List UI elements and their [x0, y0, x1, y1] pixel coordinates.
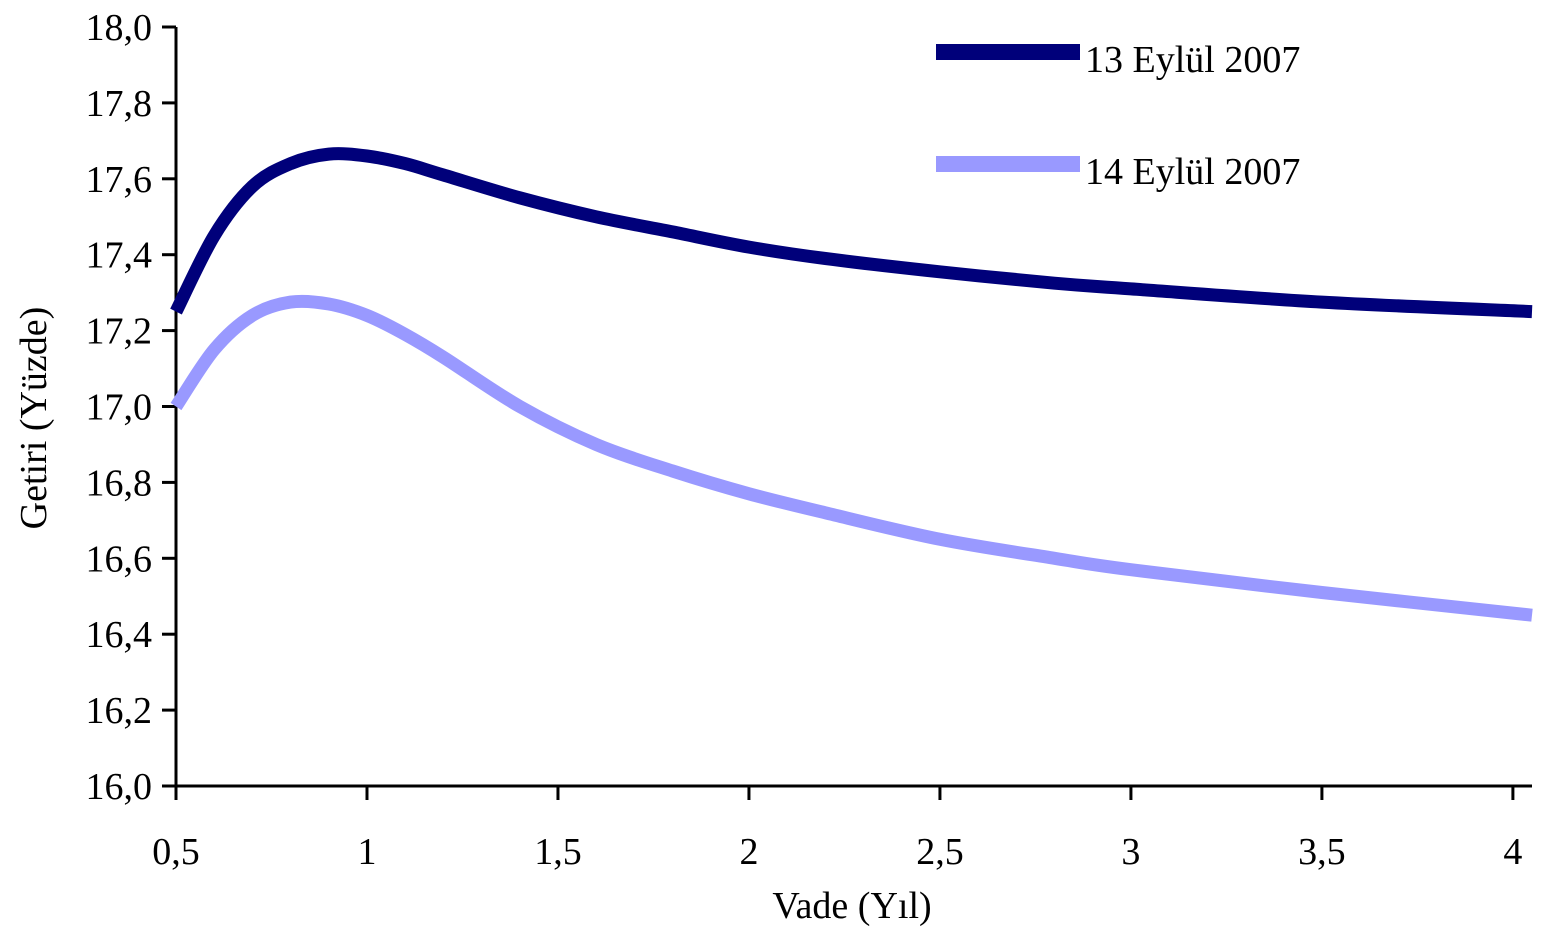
y-tick-label: 16,6 — [86, 538, 153, 580]
y-tick-label: 17,8 — [86, 83, 153, 125]
y-tick-label: 17,2 — [86, 311, 153, 353]
series-line-1 — [170, 147, 1533, 319]
y-tick-label: 16,2 — [86, 690, 153, 732]
y-axis-title: Getiri (Yüzde) — [13, 307, 55, 530]
series-line-2 — [170, 294, 1533, 622]
y-tick-label: 16,0 — [86, 766, 153, 808]
legend-label-2: 14 Eylül 2007 — [1085, 151, 1300, 193]
legend-label-1: 13 Eylül 2007 — [1085, 39, 1300, 81]
x-tick-label: 1,5 — [534, 831, 582, 873]
legend: 13 Eylül 2007 14 Eylül 2007 — [936, 39, 1300, 193]
y-tick-label: 16,8 — [86, 462, 153, 504]
x-tick-label: 3,5 — [1298, 831, 1346, 873]
x-tick-label: 0,5 — [152, 831, 200, 873]
y-tick-label: 17,6 — [86, 159, 153, 201]
x-axis-title: Vade (Yıl) — [772, 885, 931, 927]
x-tick-label: 2,5 — [916, 831, 964, 873]
y-axis: 16,0 16,2 16,4 16,6 16,8 17,0 17,2 17,4 17,6 17,8… — [86, 7, 178, 808]
y-tick-label: 16,4 — [86, 614, 153, 656]
y-tick-label: 17,0 — [86, 387, 153, 429]
x-axis: 0,5 1 1,5 2 2,5 3 3,5 4 — [152, 784, 1532, 873]
x-tick-label: 1 — [357, 831, 376, 873]
x-tick-label: 3 — [1121, 831, 1140, 873]
x-tick-label: 4 — [1503, 831, 1522, 873]
y-tick-label: 17,4 — [86, 235, 153, 277]
x-tick-label: 2 — [739, 831, 758, 873]
series-lines — [170, 147, 1533, 622]
y-tick-label: 18,0 — [86, 7, 153, 49]
